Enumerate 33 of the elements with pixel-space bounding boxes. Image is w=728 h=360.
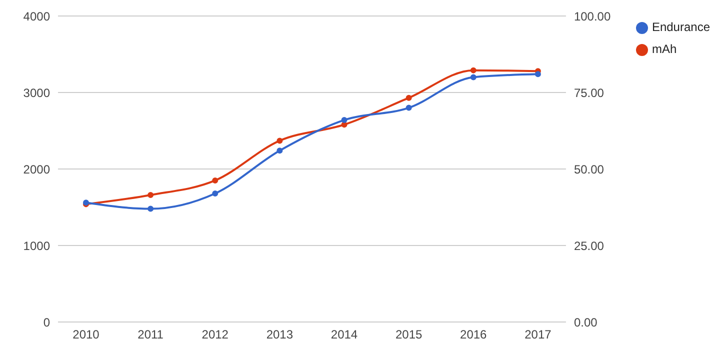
x-tick-label: 2017: [524, 328, 552, 342]
point: [341, 122, 348, 128]
point: [212, 177, 218, 184]
y-tick-label: 0: [43, 315, 50, 330]
legend-label: mAh: [652, 42, 677, 56]
y2-tick-label: 50.00: [574, 162, 604, 176]
legend-label: Endurance: [652, 20, 710, 34]
x-tick-label: 2014: [330, 328, 358, 342]
point: [470, 67, 476, 74]
y2-tick-label: 100.00: [574, 9, 611, 24]
y2-tick-label: 25.00: [574, 238, 604, 253]
x-tick-label: 2012: [202, 328, 229, 342]
x-tick-label: 2013: [266, 328, 294, 342]
point: [341, 117, 348, 124]
y-tick-label: 1000: [23, 238, 50, 253]
point: [148, 206, 154, 212]
point: [534, 71, 541, 78]
point: [470, 74, 476, 80]
y2-tick-label: 0.00: [574, 315, 598, 330]
x-tick-label: 2015: [395, 328, 422, 342]
x-tick-label: 2016: [460, 328, 488, 342]
y-tick-label: 4000: [23, 9, 50, 24]
point: [212, 190, 218, 196]
point: [276, 138, 283, 144]
y-tick-label: 2000: [23, 162, 50, 176]
x-tick-label: 2011: [138, 328, 164, 342]
point: [148, 192, 154, 198]
y2-tick-label: 75.00: [574, 86, 604, 100]
point: [406, 94, 412, 101]
y-tick-label: 3000: [23, 86, 50, 100]
point: [276, 148, 283, 154]
x-tick-label: 2010: [72, 328, 100, 342]
point: [406, 104, 412, 111]
